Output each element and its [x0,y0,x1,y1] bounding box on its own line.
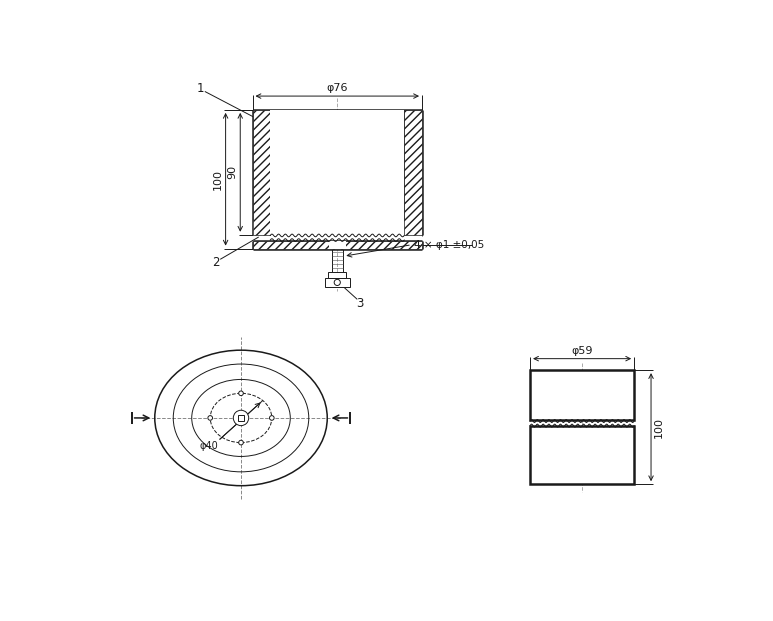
Text: 100: 100 [654,417,664,438]
Text: φ60: φ60 [326,140,348,150]
Text: 100: 100 [213,169,223,190]
Text: 4 × φ1 ±0,05: 4 × φ1 ±0,05 [414,240,485,250]
Circle shape [208,415,213,420]
Bar [271,110,404,235]
Bar [253,241,422,248]
Circle shape [334,279,340,286]
Bar [530,427,634,484]
Circle shape [270,415,274,420]
Text: φ76: φ76 [326,83,348,93]
Bar [530,370,634,420]
Text: 2: 2 [212,256,220,269]
Bar [253,110,422,235]
Text: 90: 90 [227,165,237,179]
Bar [253,110,271,235]
Circle shape [239,391,243,396]
Bar [253,221,422,248]
Bar [404,110,422,235]
Bar [253,241,422,248]
Text: φ40: φ40 [199,441,218,451]
Bar [325,278,349,287]
Bar [329,241,346,248]
Circle shape [233,410,249,425]
Text: 3: 3 [356,297,364,310]
Bar [328,271,346,278]
Text: φ59: φ59 [571,345,593,356]
Text: 1: 1 [196,82,204,95]
Bar [238,415,244,421]
Circle shape [239,440,243,445]
